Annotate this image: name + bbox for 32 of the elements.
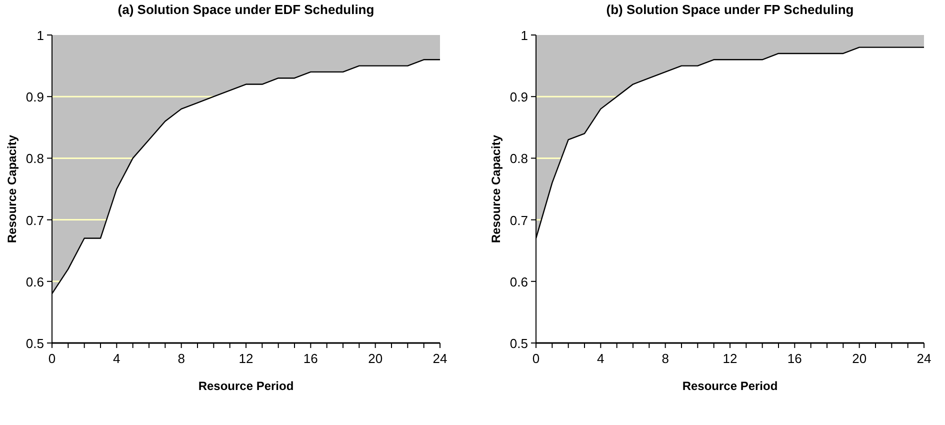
x-tick-label: 8 <box>178 351 185 366</box>
chart-title: (a) Solution Space under EDF Scheduling <box>118 2 374 17</box>
y-tick-label: 0.7 <box>510 212 528 228</box>
x-tick-label: 4 <box>597 351 604 366</box>
x-tick-label: 12 <box>238 351 254 366</box>
y-tick-label: 0.9 <box>510 90 528 105</box>
x-tick-label: 12 <box>722 351 738 366</box>
x-tick-label: 16 <box>787 351 802 366</box>
x-tick-label: 8 <box>662 351 669 366</box>
y-tick-label: 0.9 <box>26 90 44 105</box>
x-axis-title: Resource Period <box>198 379 294 393</box>
y-tick-label: 0.6 <box>510 274 528 290</box>
y-axis-title: Resource Capacity <box>489 134 503 244</box>
y-tick-label: 0.8 <box>26 151 44 166</box>
x-tick-label: 24 <box>916 351 932 366</box>
x-axis-title: Resource Period <box>682 379 778 393</box>
y-tick-label: 0.6 <box>26 274 44 290</box>
x-tick-label: 4 <box>113 351 120 366</box>
chart-title: (b) Solution Space under FP Scheduling <box>606 2 854 17</box>
x-tick-label: 0 <box>532 351 540 366</box>
y-tick-label: 1 <box>520 28 528 43</box>
x-tick-label: 20 <box>852 351 867 366</box>
y-tick-label: 0.7 <box>26 212 44 228</box>
x-tick-label: 24 <box>432 351 448 366</box>
y-tick-label: 0.5 <box>510 336 528 351</box>
y-axis-title: Resource Capacity <box>5 134 19 244</box>
x-tick-label: 20 <box>368 351 383 366</box>
y-tick-label: 0.8 <box>510 151 528 166</box>
y-tick-label: 1 <box>36 28 44 43</box>
x-tick-label: 16 <box>303 351 318 366</box>
y-tick-label: 0.5 <box>26 336 44 351</box>
x-tick-label: 0 <box>48 351 56 366</box>
